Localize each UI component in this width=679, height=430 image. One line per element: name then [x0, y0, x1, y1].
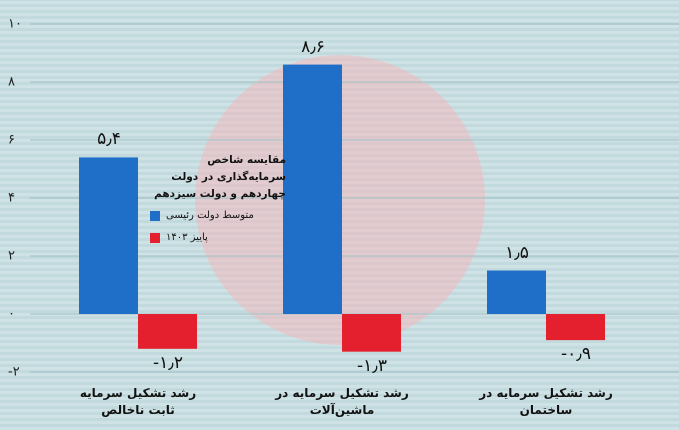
value-label: ۱٫۵	[505, 242, 529, 263]
x-tick-label: رشد تشکیل سرمایه ثابت ناخالص	[79, 386, 197, 417]
bar	[79, 157, 138, 314]
x-tick-label: رشد تشکیل سرمایه در ساختمان	[479, 386, 613, 417]
value-label: -۱٫۲	[153, 352, 183, 373]
legend-label: متوسط دولت رئیسی	[166, 210, 254, 221]
legend-swatch	[150, 210, 160, 221]
y-tick-label: ۶	[8, 133, 15, 148]
legend-swatch	[150, 232, 160, 243]
value-label: -۰٫۹	[561, 344, 591, 365]
y-tick-label: ۱۰	[8, 17, 22, 32]
x-tick-label: رشد تشکیل سرمایه در ماشین‌آلات	[275, 386, 409, 417]
y-tick-label: ۸	[8, 75, 15, 90]
value-label: ۸٫۶	[301, 36, 325, 57]
legend-label: پاییز ۱۴۰۳	[166, 232, 208, 243]
legend-item: پاییز ۱۴۰۳	[150, 232, 208, 243]
y-tick-label: ۰	[8, 307, 15, 322]
bar	[283, 64, 342, 314]
bar	[546, 314, 605, 341]
bar	[342, 314, 401, 352]
y-tick-label: ۴	[8, 191, 15, 206]
bar	[487, 270, 546, 314]
y-tick-label: ۲	[8, 249, 15, 264]
value-label: -۱٫۳	[357, 355, 387, 376]
value-label: ۵٫۴	[97, 129, 121, 150]
bar	[138, 314, 197, 349]
legend-item: متوسط دولت رئیسی	[150, 210, 254, 221]
y-tick-label: -۲	[8, 365, 20, 380]
legend-title: مقایسه شاخص سرمایه‌گذاری در دولت چهاردهم…	[154, 154, 286, 200]
